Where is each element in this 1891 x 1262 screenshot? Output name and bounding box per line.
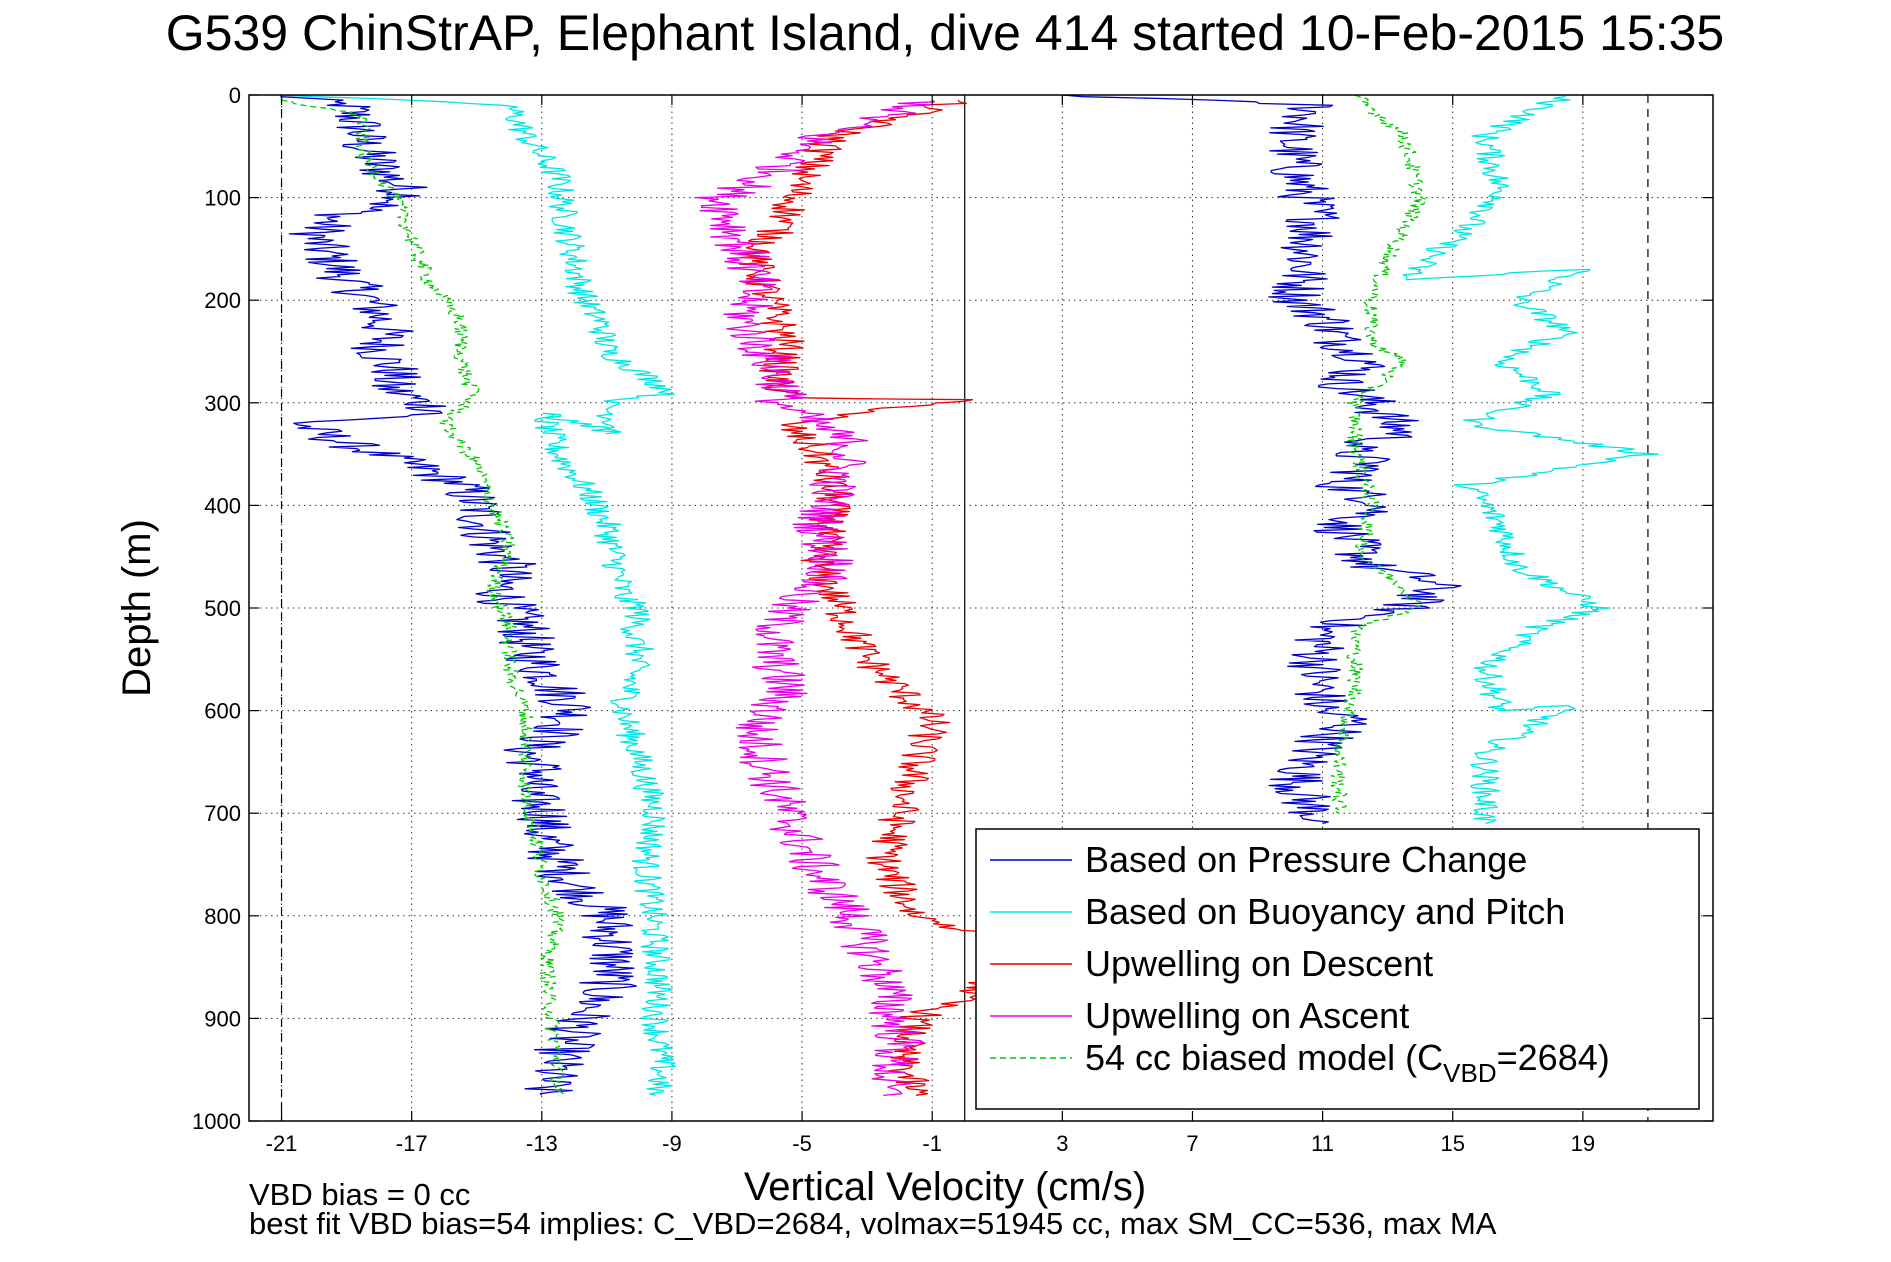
legend-entry-label: Upwelling on Descent xyxy=(1085,943,1433,984)
y-tick-label: 1000 xyxy=(192,1109,241,1134)
x-tick-label: -1 xyxy=(922,1131,942,1156)
legend: Based on Pressure Change Based on Buoyanc… xyxy=(975,828,1700,1110)
y-tick-label: 700 xyxy=(204,801,241,826)
series-upwelling-on-ascent-descent-line xyxy=(694,99,936,1096)
y-tick-label: 0 xyxy=(229,83,241,108)
x-tick-label: -17 xyxy=(396,1131,428,1156)
legend-entry-label: Upwelling on Ascent xyxy=(1085,995,1409,1036)
y-tick-label: 800 xyxy=(204,904,241,929)
x-tick-label: -9 xyxy=(662,1131,682,1156)
x-tick-label: -13 xyxy=(526,1131,558,1156)
y-tick-label: 300 xyxy=(204,391,241,416)
series-54-cc-biased-model-c-vbd-2684-ascent-line xyxy=(1330,95,1427,814)
x-tick-label: 7 xyxy=(1186,1131,1198,1156)
series-based-on-pressure-change-ascent-line xyxy=(1062,95,1462,825)
series-based-on-buoyancy-and-pitch-ascent-line xyxy=(1402,95,1660,825)
x-tick-label: 11 xyxy=(1311,1131,1334,1156)
y-tick-label: 900 xyxy=(204,1006,241,1031)
x-axis-label: Vertical Velocity (cm/s) xyxy=(744,1165,1146,1209)
legend-label-end: =2684) xyxy=(1497,1037,1610,1078)
legend-entry-label: Based on Pressure Change xyxy=(1085,839,1527,880)
y-tick-label: 600 xyxy=(204,699,241,724)
x-tick-label: 19 xyxy=(1571,1131,1595,1156)
y-tick-label: 100 xyxy=(204,186,241,211)
series-54-cc-biased-model-c-vbd-2684-descent-line xyxy=(281,99,566,1096)
y-axis-label: Depth (m) xyxy=(115,519,159,697)
x-tick-label: -21 xyxy=(266,1131,298,1156)
y-tick-label: 400 xyxy=(204,493,241,518)
x-tick-label: -5 xyxy=(792,1131,812,1156)
axis-ticks: -21 -17 -13 -9 -5 -1 3 7 11 15 1901002003004005006… xyxy=(192,83,1713,1156)
legend-subscript: VBD xyxy=(1443,1058,1496,1088)
series-upwelling-on-descent-descent-line xyxy=(738,99,1041,1096)
series-lines xyxy=(280,95,1660,1096)
legend-entry-label: Based on Buoyancy and Pitch xyxy=(1085,891,1565,932)
chart-title: G539 ChinStrAP, Elephant Island, dive 41… xyxy=(166,5,1724,61)
x-tick-label: 3 xyxy=(1056,1131,1068,1156)
x-tick-label: 15 xyxy=(1440,1131,1464,1156)
best-fit-note: best fit VBD bias=54 implies: C_VBD=2684… xyxy=(249,1206,1497,1241)
vbd-bias-note: VBD bias = 0 cc xyxy=(249,1177,470,1212)
series-based-on-pressure-change-descent-line xyxy=(280,95,638,1096)
legend-box xyxy=(975,828,1700,1110)
y-tick-label: 200 xyxy=(204,288,241,313)
series-based-on-buoyancy-and-pitch-descent-line xyxy=(281,95,676,1096)
y-tick-label: 500 xyxy=(204,596,241,621)
